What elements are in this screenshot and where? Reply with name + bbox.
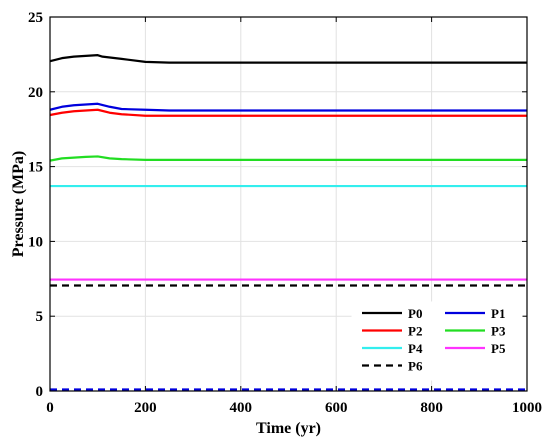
series-line-p0 <box>49 54 527 64</box>
legend-label-p0: P0 <box>408 306 422 321</box>
legend: P0 P1 P2 P3 P4 P5 P6 <box>351 301 523 381</box>
legend-box <box>351 301 523 381</box>
legend-label-p4: P4 <box>408 341 423 356</box>
plot-frame <box>49 16 528 392</box>
grid-lines <box>49 16 528 392</box>
legend-label-p2: P2 <box>408 324 422 339</box>
legend-label-p6: P6 <box>408 359 423 374</box>
x-tick-label: 1000 <box>512 400 542 416</box>
y-tick-label: 5 <box>36 309 44 325</box>
x-axis-label: Time (yr) <box>256 420 321 437</box>
axis-ticks: 0 200 400 600 800 1000 0 5 10 15 20 25 <box>28 10 542 416</box>
legend-label-p3: P3 <box>491 324 506 339</box>
series-line-p1 <box>49 102 527 112</box>
series-line-p3 <box>49 155 527 162</box>
y-tick-label: 0 <box>36 384 44 400</box>
series-layer <box>49 54 527 391</box>
y-tick-label: 15 <box>28 160 43 176</box>
legend-label-p1: P1 <box>491 306 505 321</box>
x-tick-label: 200 <box>134 400 157 416</box>
series-line-p2 <box>49 108 527 117</box>
y-tick-label: 10 <box>28 234 43 250</box>
y-tick-label: 25 <box>28 10 43 26</box>
x-tick-label: 400 <box>230 400 253 416</box>
x-tick-label: 0 <box>46 400 54 416</box>
y-tick-label: 20 <box>28 85 43 101</box>
x-tick-label: 800 <box>420 400 443 416</box>
y-axis-label: Pressure (MPa) <box>10 151 27 257</box>
legend-label-p5: P5 <box>491 341 506 356</box>
x-tick-label: 600 <box>325 400 348 416</box>
